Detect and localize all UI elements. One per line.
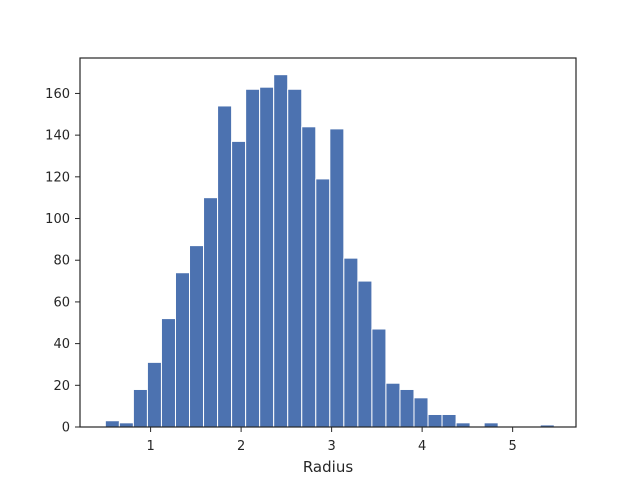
histogram-bar: [427, 413, 443, 428]
histogram-bar: [455, 422, 471, 428]
x-tick-label: 2: [237, 439, 245, 454]
plot-frame: [79, 57, 577, 428]
histogram-bar: [329, 128, 345, 428]
y-tick-label: 80: [53, 254, 70, 269]
histogram-bar: [118, 422, 134, 428]
y-tick-label: 60: [53, 295, 70, 310]
histogram-bar: [259, 86, 275, 428]
histogram-bar: [371, 328, 387, 428]
histogram-bar: [287, 88, 303, 428]
histogram-bar: [231, 140, 247, 428]
y-tick-label: 140: [45, 129, 70, 144]
histogram-bar: [441, 413, 457, 428]
y-tick-label: 160: [45, 87, 70, 102]
histogram-bar: [146, 361, 162, 428]
y-tick-label: 120: [45, 170, 70, 185]
x-tick-label: 1: [146, 439, 154, 454]
histogram-bar: [203, 197, 219, 428]
x-axis-label: Radius: [303, 458, 353, 476]
histogram-bar: [160, 318, 176, 428]
histogram-bar: [132, 388, 148, 428]
histogram-bar: [399, 388, 415, 428]
x-tick-label: 3: [327, 439, 335, 454]
x-ticks-group: 1 2 3 4 5: [146, 427, 517, 454]
x-tick-label: 4: [418, 439, 426, 454]
histogram-bar: [273, 74, 289, 428]
y-ticks-group: 0 20 40 60 80 100 120 140 160: [45, 87, 80, 436]
histogram-bar: [343, 257, 359, 428]
histogram-bar: [357, 280, 373, 428]
histogram-bar: [385, 382, 401, 428]
histogram-bar: [217, 105, 233, 428]
y-tick-label: 40: [53, 337, 70, 352]
y-tick-label: 0: [62, 421, 70, 436]
histogram-bar: [189, 245, 205, 428]
histogram-bar: [174, 272, 191, 428]
histogram-bar: [315, 178, 331, 428]
histogram-bar: [104, 420, 120, 428]
y-tick-label: 20: [53, 379, 70, 394]
histogram-bar: [301, 126, 317, 428]
x-tick-label: 5: [509, 439, 517, 454]
bars-group: [104, 74, 555, 428]
histogram-bar: [413, 397, 429, 428]
y-tick-label: 100: [45, 212, 70, 227]
histogram-bar: [483, 422, 499, 428]
histogram-bar: [245, 88, 261, 428]
